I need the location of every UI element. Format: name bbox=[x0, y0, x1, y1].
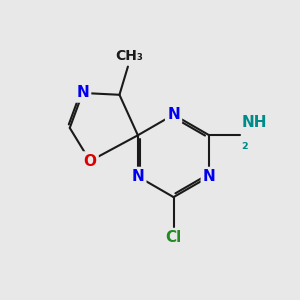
Text: N: N bbox=[203, 169, 216, 184]
Text: NH: NH bbox=[242, 115, 267, 130]
Text: N: N bbox=[76, 85, 89, 100]
Text: ₂: ₂ bbox=[242, 137, 248, 152]
Text: O: O bbox=[83, 154, 97, 169]
Text: N: N bbox=[167, 107, 180, 122]
Text: Cl: Cl bbox=[165, 230, 182, 244]
Text: CH₃: CH₃ bbox=[116, 49, 143, 63]
Text: N: N bbox=[131, 169, 144, 184]
